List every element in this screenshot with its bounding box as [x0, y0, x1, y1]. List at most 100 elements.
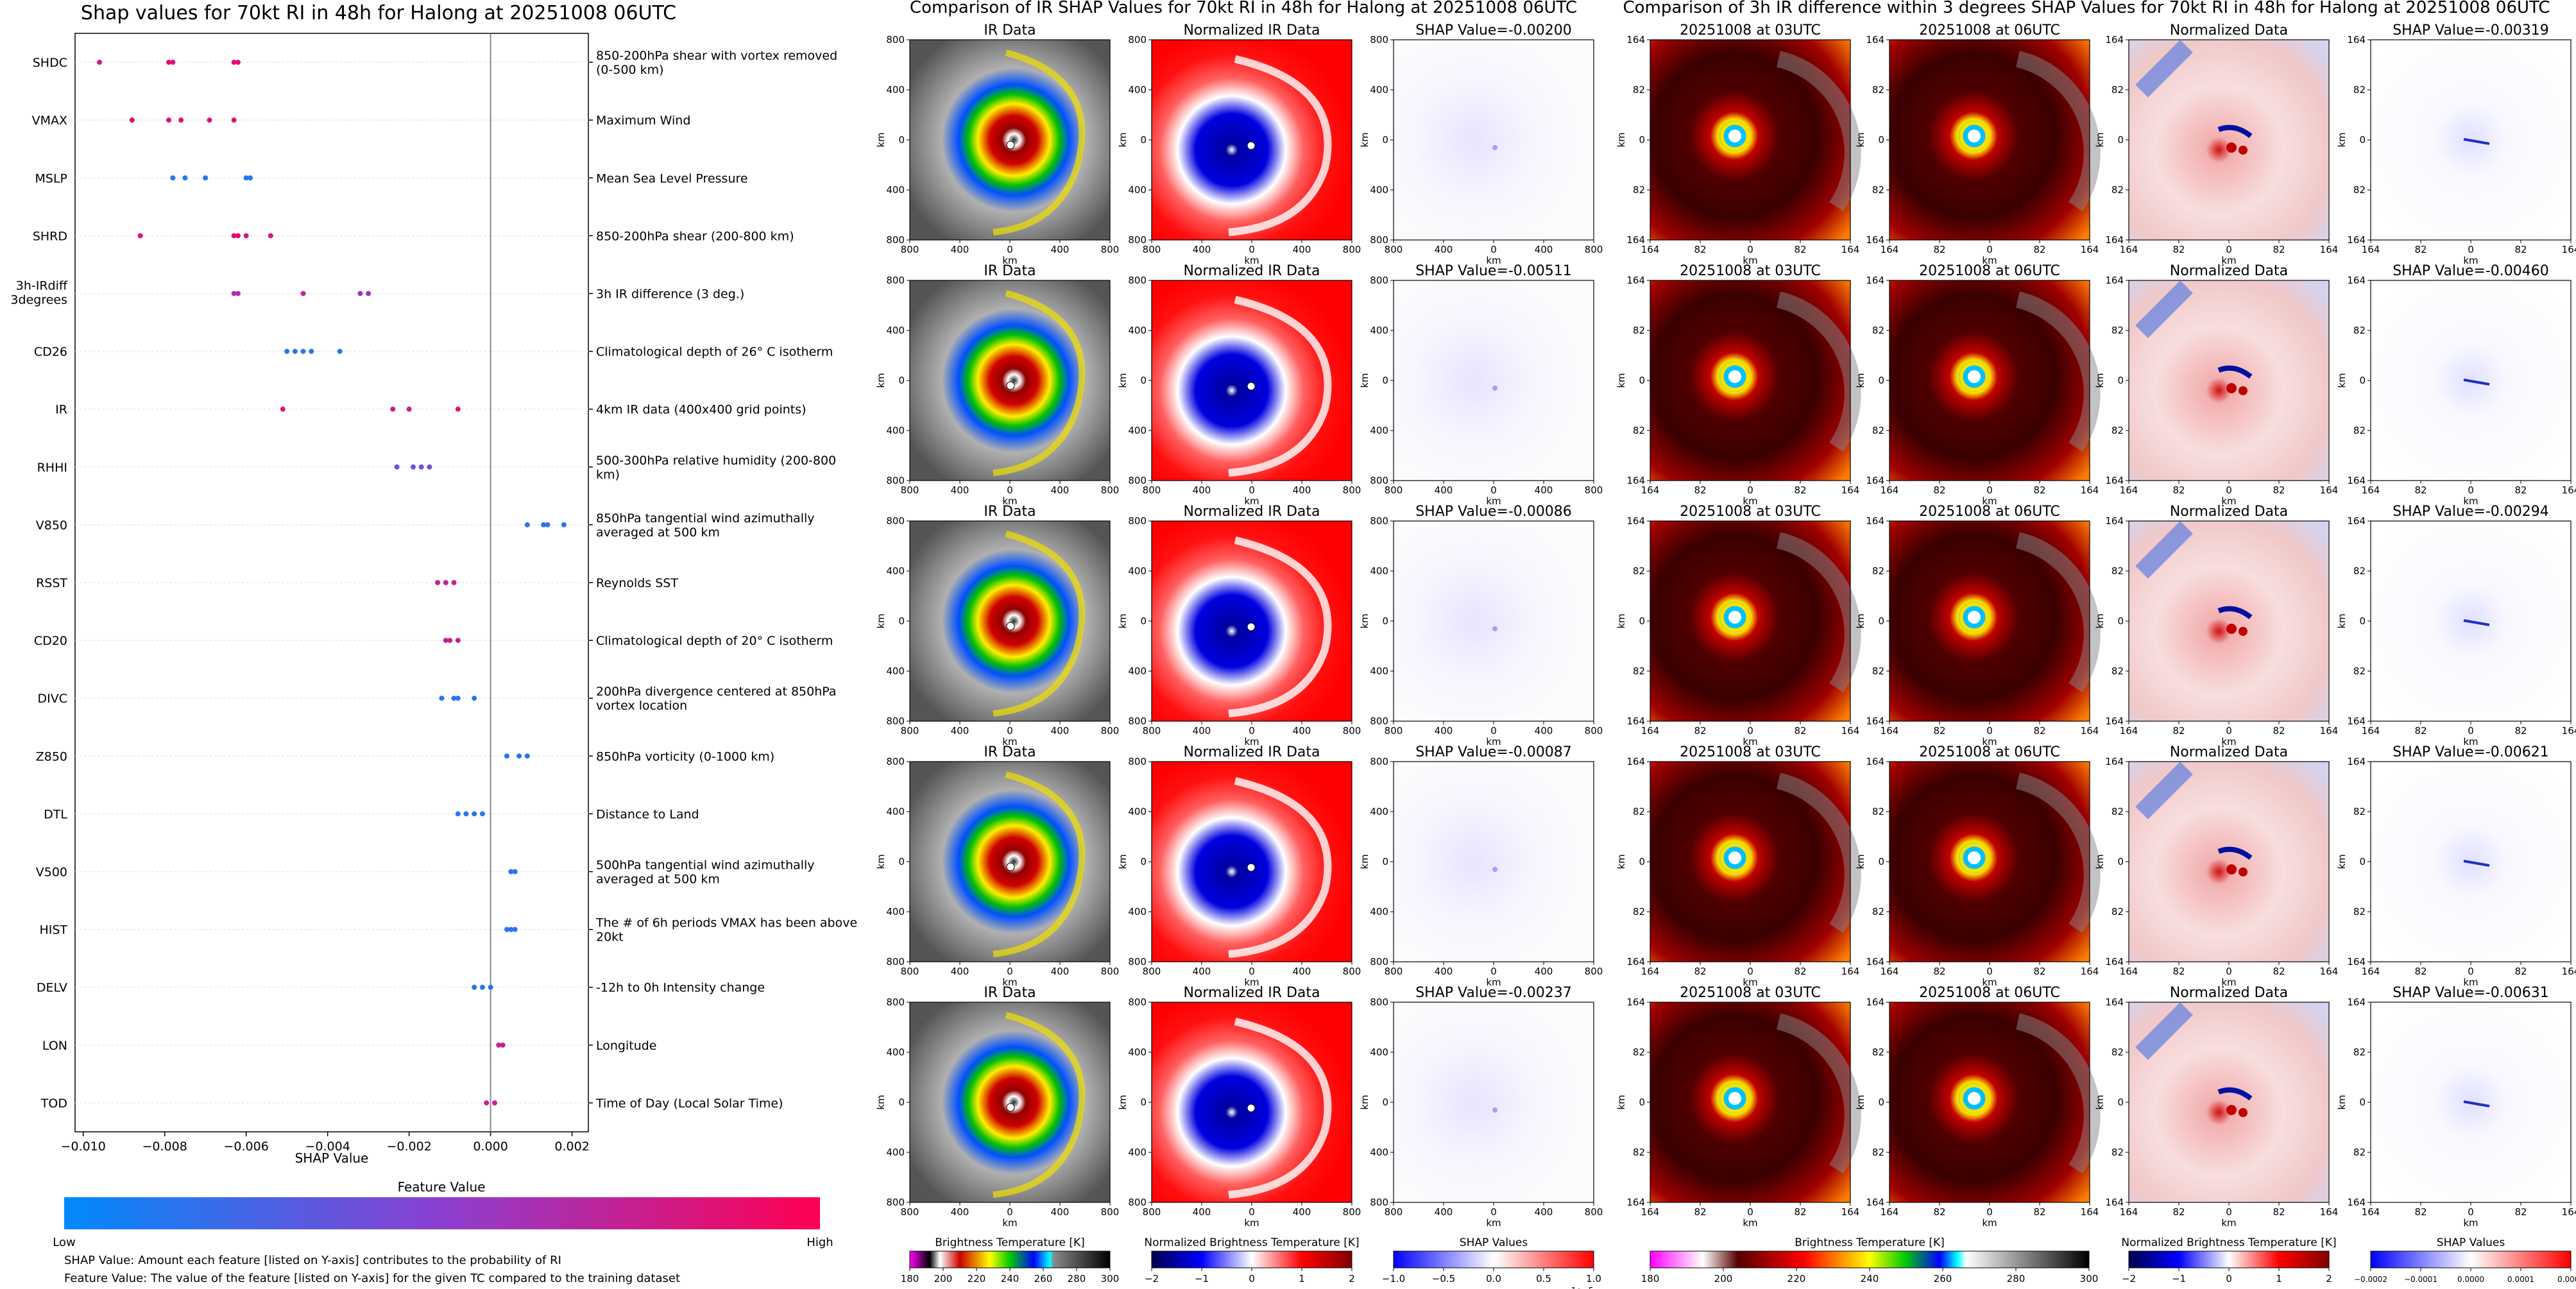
- x-tick-label: 82: [1933, 1206, 1945, 1218]
- y-tick-label: 400: [1370, 325, 1388, 336]
- shap-point: [284, 348, 290, 354]
- subplot-title: Normalized IR Data: [1183, 22, 1320, 38]
- feature-code-label: RHHI: [37, 461, 67, 475]
- colorbar-low-label: Low: [53, 1236, 75, 1249]
- y-tick-label: 164: [2347, 715, 2366, 727]
- shap-point: [500, 1042, 506, 1048]
- y-tick-label: 82: [1872, 565, 1884, 577]
- subplot-title: Normalized Data: [2170, 22, 2288, 38]
- y-tick-label: 82: [1872, 1147, 1884, 1158]
- x-tick-label: 82: [2172, 725, 2185, 737]
- x-tick-label: 164: [2120, 966, 2138, 977]
- shap-point: [504, 926, 510, 932]
- x-tick-label: 164: [2120, 1206, 2138, 1218]
- y-tick-label: 800: [886, 234, 905, 246]
- colorbar-tick-label: 2: [2326, 1273, 2332, 1285]
- y-tick-label: 82: [1633, 806, 1645, 817]
- colorbar-tick-label: 220: [968, 1273, 986, 1285]
- x-tick-label: 164: [1881, 244, 1899, 255]
- y-axis-label: km: [1359, 373, 1370, 388]
- x-tick-label: 0: [1249, 725, 1255, 737]
- subplot-title: Normalized Data: [2170, 504, 2288, 520]
- feature-description-label: Reynolds SST: [596, 576, 678, 590]
- y-tick-label: 0: [2359, 1097, 2366, 1108]
- colorbar-tick-label: 180: [901, 1273, 919, 1285]
- x-tick-label: 82: [1933, 484, 1945, 496]
- y-tick-label: 164: [1626, 34, 1645, 46]
- x-tick-label: 400: [1535, 484, 1553, 496]
- y-tick-label: 0: [2359, 615, 2366, 627]
- shap-point: [248, 175, 253, 181]
- y-tick-label: 800: [886, 475, 905, 486]
- x-tick-label: 82: [2172, 484, 2185, 496]
- shap-point: [524, 753, 530, 759]
- x-tick-label: 0: [2468, 966, 2474, 977]
- x-tick-label: 400: [1435, 966, 1453, 977]
- feature-description-label: 500hPa tangential wind azimuthally averag…: [596, 858, 815, 887]
- x-tick-label: 82: [2414, 725, 2427, 737]
- shap-point: [406, 406, 412, 412]
- y-tick-label: 400: [1370, 1046, 1388, 1058]
- x-tick-label: 164: [2362, 725, 2380, 737]
- note-shap-value: SHAP Value: Amount each feature [listed …: [64, 1254, 561, 1267]
- ir-shap-image: [1394, 762, 1594, 962]
- y-axis-label: km: [2336, 854, 2348, 869]
- y-tick-label: 164: [2347, 756, 2366, 767]
- x-axis-label: km: [1982, 736, 1997, 747]
- shap-point: [508, 869, 514, 875]
- shap-point: [561, 522, 567, 527]
- y-tick-label: 800: [886, 756, 905, 767]
- y-tick-label: 164: [1626, 475, 1645, 486]
- subplot-title: IR Data: [984, 985, 1036, 1001]
- y-axis-label: km: [1359, 132, 1370, 147]
- x-tick-label: −0.008: [142, 1140, 187, 1154]
- x-tick-label: 82: [2514, 725, 2527, 737]
- y-tick-label: 82: [2353, 84, 2366, 96]
- colorbar-tick-label: 200: [934, 1273, 953, 1285]
- colorbar-tick-label: −0.5: [1432, 1273, 1455, 1285]
- colorbar-tick-label: 200: [1714, 1273, 1733, 1285]
- x-tick-label: 400: [1535, 966, 1553, 977]
- colorbar-tick-label: 1: [1299, 1273, 1305, 1285]
- x-axis-label: km: [1244, 977, 1259, 988]
- y-tick-label: 164: [2347, 1197, 2366, 1208]
- subplot-title: SHAP Value=-0.00621: [2393, 744, 2549, 760]
- y-axis-label: km: [2094, 613, 2106, 628]
- shap-point: [484, 1100, 490, 1105]
- y-tick-label: 800: [1370, 234, 1388, 246]
- colorbar-tick-label: 180: [1641, 1273, 1660, 1285]
- x-tick-label: 0: [1986, 725, 1993, 737]
- y-tick-label: 82: [2111, 84, 2124, 96]
- y-tick-label: 800: [1128, 275, 1147, 286]
- x-tick-label: 400: [1051, 244, 1070, 255]
- x-tick-label: 82: [1933, 244, 1945, 255]
- y-tick-label: 164: [1866, 1197, 1884, 1208]
- shap-point: [447, 638, 453, 644]
- shap-point: [170, 60, 176, 65]
- x-tick-label: 82: [1933, 966, 1945, 977]
- y-tick-label: 164: [1626, 956, 1645, 968]
- y-tick-label: 0: [1140, 1097, 1147, 1108]
- x-tick-label: 800: [1585, 484, 1603, 496]
- y-tick-label: 164: [2347, 956, 2366, 968]
- x-tick-label: 400: [1051, 725, 1070, 737]
- x-tick-label: 0: [1249, 966, 1255, 977]
- y-tick-label: 82: [2353, 806, 2366, 817]
- x-tick-label: 82: [1694, 725, 1706, 737]
- shap-point: [451, 580, 457, 585]
- y-tick-label: 82: [2111, 1147, 2124, 1158]
- y-axis-label: km: [875, 132, 887, 147]
- colorbar-tick-label: 300: [2080, 1273, 2099, 1285]
- y-tick-label: 0: [1140, 375, 1147, 386]
- y-tick-label: 0: [1878, 134, 1884, 146]
- y-axis-label: km: [1117, 373, 1129, 388]
- x-tick-label: 400: [1293, 725, 1311, 737]
- feature-description-label: Mean Sea Level Pressure: [596, 171, 748, 185]
- shap-point: [394, 464, 400, 470]
- normalized-ir-image: [1152, 1002, 1352, 1202]
- feature-code-label: VMAX: [32, 114, 67, 128]
- y-axis-label: km: [1359, 1095, 1370, 1109]
- y-tick-label: 82: [1633, 565, 1645, 577]
- x-tick-label: 0: [1747, 244, 1753, 255]
- x-tick-label: 164: [2362, 244, 2380, 255]
